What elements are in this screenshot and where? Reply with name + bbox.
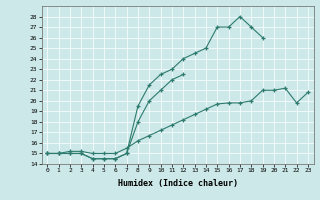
- X-axis label: Humidex (Indice chaleur): Humidex (Indice chaleur): [118, 179, 237, 188]
